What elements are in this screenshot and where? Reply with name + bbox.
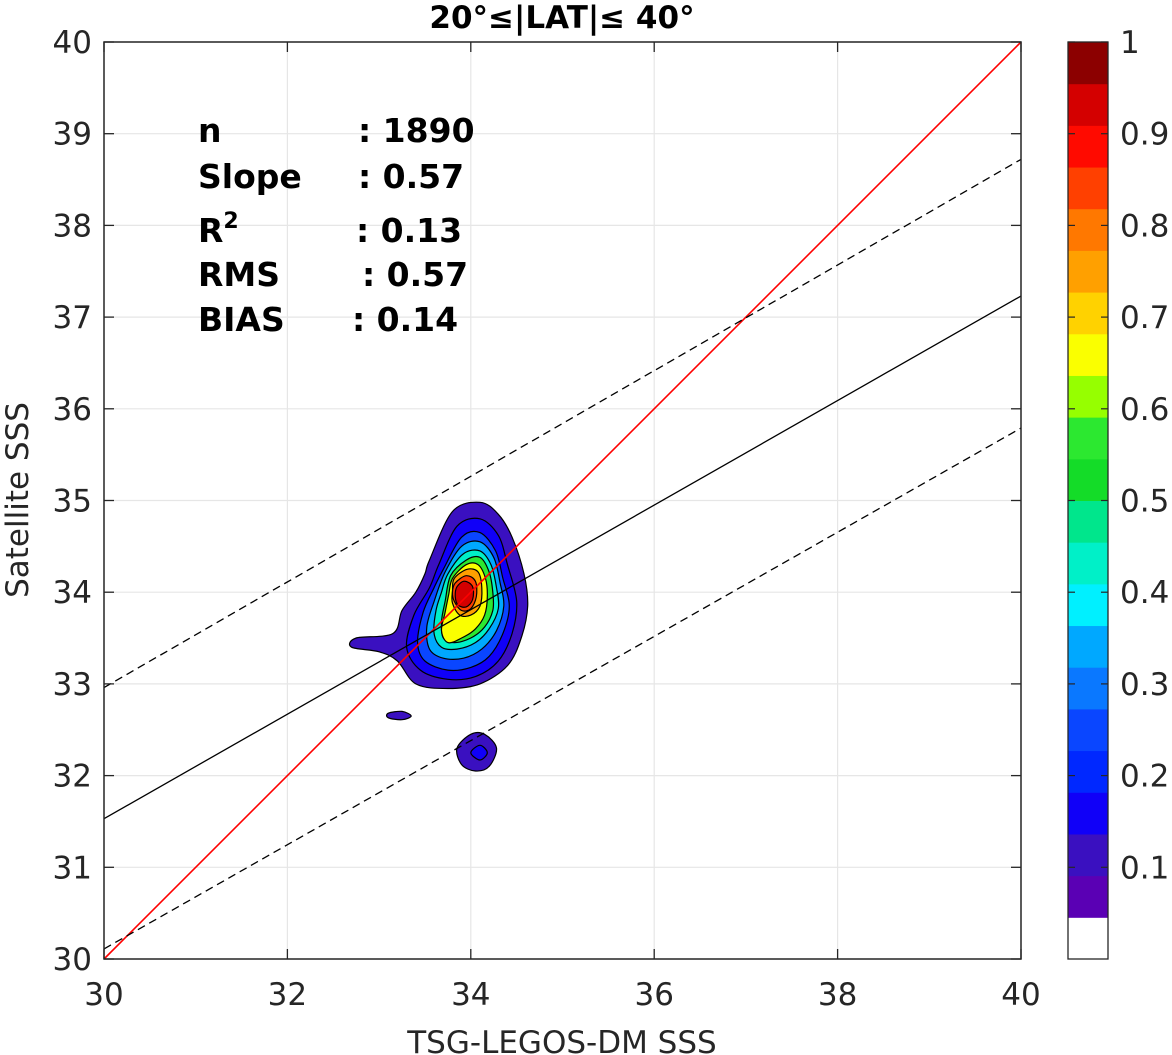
colorbar-segment — [1068, 833, 1108, 877]
colorbar-segment — [1068, 750, 1108, 793]
y-tick-label: 37 — [53, 300, 92, 336]
y-tick-label: 39 — [53, 117, 92, 153]
stat-label: R2 — [198, 209, 239, 250]
colorbar-tick-label: 0.3 — [1120, 667, 1169, 703]
stat-value: : 0.14 — [352, 300, 458, 339]
y-tick-label: 32 — [53, 759, 92, 795]
colorbar-tick-label: 1 — [1120, 25, 1140, 61]
y-tick-label: 34 — [53, 575, 92, 611]
colorbar-segment — [1068, 542, 1108, 585]
stat-value: : 0.57 — [362, 255, 468, 294]
y-tick-label: 31 — [53, 850, 92, 886]
stat-value: : 0.57 — [358, 157, 464, 196]
colorbar-segment — [1068, 583, 1108, 627]
colorbar-segment — [1068, 125, 1108, 168]
colorbar-tick-label: 0.8 — [1120, 208, 1169, 244]
stat-label: n — [198, 111, 222, 150]
colorbar-tick-label: 0.1 — [1120, 850, 1169, 886]
stat-label: BIAS — [198, 300, 285, 339]
y-tick-label: 40 — [53, 25, 92, 61]
stat-label: Slope — [198, 157, 302, 196]
colorbar-tick-label: 0.5 — [1120, 484, 1169, 520]
stat-value: : 0.13 — [356, 211, 462, 250]
upper-bound-line — [103, 158, 1022, 689]
contour-level-0.05 — [385, 710, 412, 721]
colorbar-segment — [1068, 250, 1108, 293]
x-tick-label: 30 — [84, 977, 123, 1013]
colorbar-segment — [1068, 208, 1108, 251]
colorbar-segment — [1068, 42, 1108, 85]
stat-label: RMS — [198, 255, 280, 294]
colorbar-segment — [1068, 458, 1108, 501]
stat-value: : 1890 — [358, 111, 475, 150]
colorbar: 0.1 0.2 0.3 0.4 0.5 0.6 0.7 0.8 0.9 1 — [1067, 25, 1169, 960]
colorbar-tick-label: 0.7 — [1120, 300, 1169, 336]
x-axis-label: TSG-LEGOS-DM SSS — [406, 1025, 716, 1055]
contour-fills — [348, 501, 529, 772]
colorbar-tick-label: 0.9 — [1120, 117, 1169, 153]
colorbar-segment — [1068, 625, 1108, 668]
y-axis-label: Satellite SSS — [0, 402, 36, 598]
colorbar-segment — [1068, 667, 1108, 710]
chart-title: 20°≤|LAT|≤ 40° — [429, 0, 694, 36]
regression-line — [103, 295, 1022, 820]
colorbar-tick-label: 0.2 — [1120, 759, 1169, 795]
colorbar-tick-label: 0.6 — [1120, 392, 1169, 428]
y-tick-label: 38 — [53, 208, 92, 244]
colorbar-segment — [1068, 917, 1108, 960]
y-tick-label: 35 — [53, 484, 92, 520]
colorbar-segment — [1068, 167, 1108, 210]
contour-level-0.1 — [470, 744, 488, 761]
colorbar-segment — [1068, 83, 1108, 126]
y-tick-label: 36 — [53, 392, 92, 428]
axis-ticks: 30 32 34 36 38 40 30 31 32 33 34 35 36 37 38 39 40 — [53, 25, 1041, 1013]
x-tick-label: 36 — [634, 977, 673, 1013]
colorbar-segment — [1068, 375, 1108, 418]
fit-lines — [103, 41, 1022, 960]
one-to-one-line — [103, 41, 1022, 960]
x-tick-label: 40 — [1001, 977, 1040, 1013]
y-tick-label: 30 — [53, 942, 92, 978]
contour-level-0.9 — [454, 580, 475, 608]
colorbar-segment — [1068, 792, 1108, 835]
x-tick-label: 32 — [268, 977, 307, 1013]
x-tick-label: 38 — [818, 977, 857, 1013]
colorbar-segment — [1068, 500, 1108, 543]
colorbar-segment — [1068, 875, 1108, 918]
colorbar-segment — [1068, 417, 1108, 460]
colorbar-segment — [1068, 708, 1108, 752]
y-tick-label: 33 — [53, 667, 92, 703]
colorbar-tick-label: 0.4 — [1120, 575, 1169, 611]
lower-bound-line — [103, 427, 1022, 950]
colorbar-segment — [1068, 333, 1108, 376]
colorbar-segment — [1068, 292, 1108, 335]
x-tick-label: 34 — [451, 977, 490, 1013]
